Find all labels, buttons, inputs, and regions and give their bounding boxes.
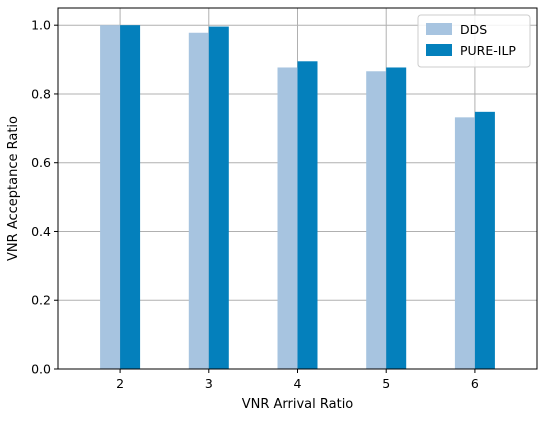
legend-label: DDS [460, 22, 487, 37]
legend: DDS PURE-ILP [417, 14, 531, 68]
y-axis-label: VNR Acceptance Ratio [6, 116, 21, 261]
y-tick-label: 0.4 [31, 224, 51, 239]
x-tick-label: 3 [205, 376, 213, 391]
bars-layer [100, 25, 495, 370]
bar-dds-4 [277, 67, 298, 369]
bar-pure-ilp-2 [120, 25, 141, 369]
y-tick-label: 0.6 [31, 155, 51, 170]
legend-label: PURE-ILP [460, 43, 516, 58]
bar-pure-ilp-4 [297, 61, 318, 370]
y-tick-label: 0.0 [31, 362, 51, 377]
bar-pure-ilp-5 [386, 67, 407, 369]
x-tick-label: 6 [471, 376, 479, 391]
x-tick-label: 4 [294, 376, 302, 391]
ticks-layer: 0.0 0.2 0.4 0.6 0.8 1.0 2 3 4 5 6 [31, 18, 479, 391]
bar-dds-5 [366, 71, 387, 369]
legend-swatch [426, 44, 452, 56]
legend-swatch [426, 23, 452, 35]
x-axis-label: VNR Arrival Ratio [242, 397, 354, 412]
bar-dds-6 [454, 117, 475, 370]
x-tick-label: 2 [116, 376, 124, 391]
y-tick-label: 1.0 [31, 18, 51, 33]
y-tick-label: 0.2 [31, 293, 51, 308]
x-tick-label: 5 [382, 376, 390, 391]
bar-pure-ilp-3 [208, 26, 229, 370]
bar-dds-2 [100, 25, 121, 369]
bar-pure-ilp-6 [474, 111, 495, 369]
y-tick-label: 0.8 [31, 86, 51, 101]
bar-dds-3 [188, 32, 209, 370]
